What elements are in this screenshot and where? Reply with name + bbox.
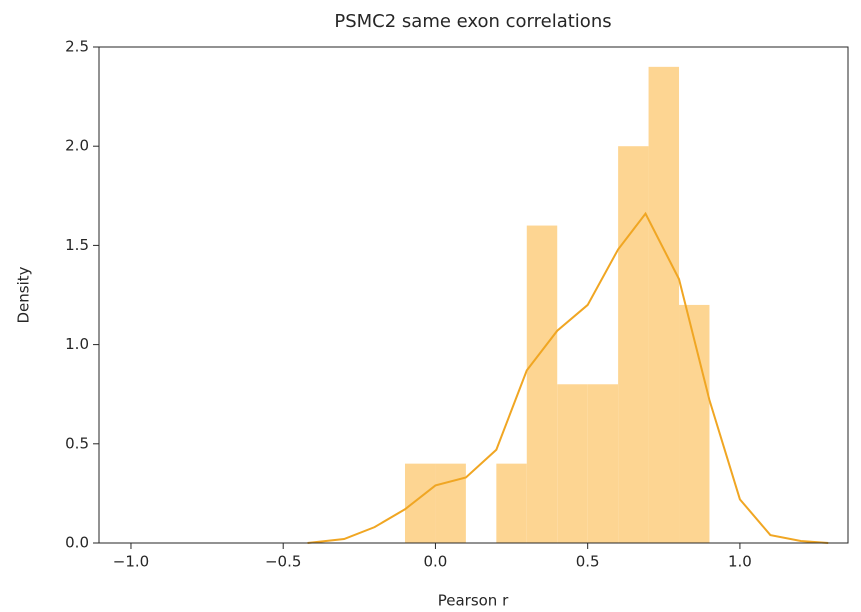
y-tick-label: 0.5 <box>65 434 89 452</box>
histogram-bar <box>587 384 619 543</box>
plot-frame <box>98 46 849 544</box>
x-tick-label: −0.5 <box>265 553 301 571</box>
histogram-bar <box>648 66 680 543</box>
histogram-bar <box>404 463 436 543</box>
histogram-bar <box>557 384 588 543</box>
y-tick-label: 0.0 <box>65 534 89 552</box>
y-tick-label: 1.5 <box>65 236 89 254</box>
kde-line <box>307 211 829 544</box>
x-tick-label: 1.0 <box>728 553 752 571</box>
y-tick-label: 2.0 <box>65 137 89 155</box>
y-axis-label: Density <box>15 266 33 323</box>
histogram-bar <box>435 463 466 543</box>
x-tick-label: 0.0 <box>424 553 448 571</box>
y-tick-label: 2.5 <box>65 38 89 56</box>
x-tick-label: 0.5 <box>576 553 600 571</box>
x-tick-label: −1.0 <box>113 553 149 571</box>
y-tick-label: 1.0 <box>65 335 89 353</box>
x-axis-label: Pearson r <box>438 592 509 610</box>
histogram-bar <box>618 146 649 543</box>
histogram-bar <box>496 463 527 543</box>
chart-title: PSMC2 same exon correlations <box>334 11 611 32</box>
histogram-bar <box>679 304 710 543</box>
histogram-bar <box>526 225 558 543</box>
